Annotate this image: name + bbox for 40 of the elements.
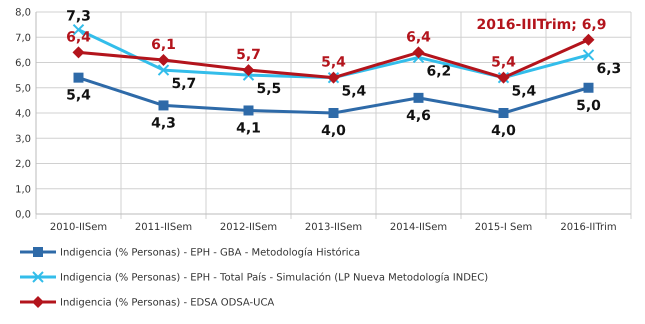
- x-tick-label: 2013-IISem: [304, 222, 362, 233]
- data-label: 5,4: [321, 54, 346, 71]
- data-label: 2016-IIITrim; 6,9: [476, 16, 606, 33]
- data-label: 5,4: [512, 84, 537, 100]
- data-label: 5,7: [236, 47, 261, 64]
- legend-label: Indigencia (% Personas) - EPH - GBA - Metodología Histórica: [60, 248, 360, 258]
- x-tick-label: 2015-I Sem: [474, 222, 532, 233]
- data-label: 4,0: [321, 123, 346, 139]
- x-tick-label: 2010-IISem: [50, 222, 108, 233]
- x-tick-label: 2016-IITrim: [560, 222, 617, 233]
- data-label: 4,1: [236, 120, 261, 136]
- data-label: 6,4: [66, 29, 92, 46]
- legend-label: Indigencia (% Personas) - EDSA ODSA-UCA: [60, 298, 274, 308]
- data-label: 6,4: [406, 29, 432, 46]
- x-tick-label: 2012-IISem: [220, 222, 278, 233]
- data-label: 4,6: [406, 108, 431, 124]
- data-label: 5,4: [66, 88, 92, 104]
- y-tick-label: 2,0: [15, 159, 31, 170]
- y-tick-label: 8,0: [15, 8, 31, 18]
- data-label: 6,2: [426, 63, 452, 80]
- y-tick-label: 0,0: [15, 210, 31, 220]
- y-tick-label: 7,0: [15, 32, 31, 44]
- data-label: 4,3: [151, 115, 176, 132]
- data-label: 6,3: [596, 60, 622, 77]
- y-tick-label: 1,0: [15, 184, 31, 196]
- legend-label: Indigencia (% Personas) - EPH - Total País - Simulación (LP Nueva Metodología INDEC): [60, 272, 488, 284]
- data-label: 5,4: [342, 84, 367, 100]
- data-label: 5,4: [491, 54, 516, 71]
- data-label: 5,5: [256, 81, 282, 98]
- y-tick-label: 6,0: [15, 58, 31, 69]
- x-tick-label: 2011-IISem: [134, 222, 192, 233]
- data-label: 6,1: [151, 36, 176, 53]
- y-tick-label: 3,0: [15, 134, 31, 145]
- data-label: 4,0: [491, 123, 516, 139]
- y-tick-label: 5,0: [15, 83, 31, 94]
- data-label: 7,3: [66, 8, 91, 25]
- data-label: 5,0: [576, 98, 602, 114]
- y-tick-label: 4,0: [15, 108, 31, 120]
- x-tick-label: 2014-IISem: [390, 222, 448, 233]
- data-label: 5,7: [172, 76, 196, 92]
